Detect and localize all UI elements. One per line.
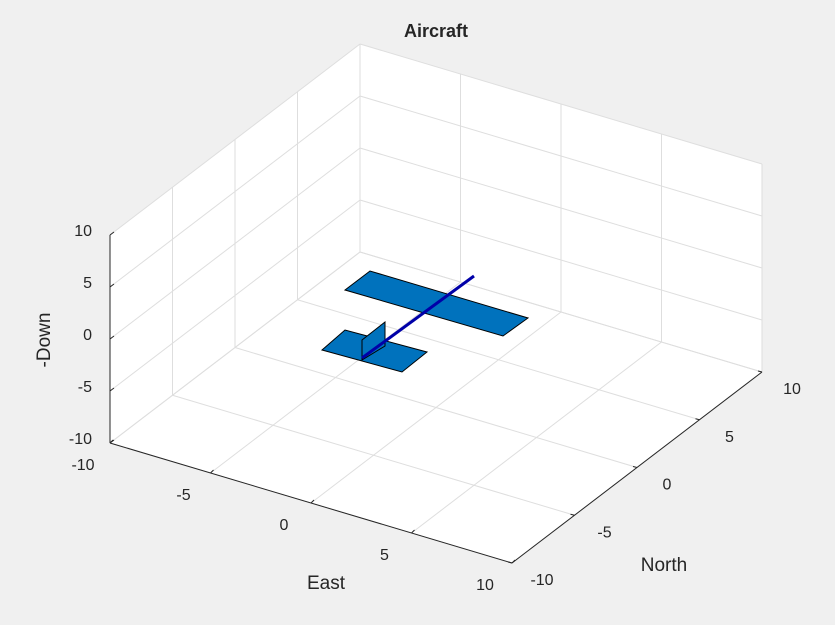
y-tick-label: -10 <box>530 572 553 589</box>
grid-line <box>109 199 361 392</box>
x-axis-label: East <box>307 573 346 594</box>
chart-title: Aircraft <box>404 21 468 41</box>
grid-line <box>234 347 638 468</box>
grid-line <box>359 251 763 373</box>
x-tick-label: 0 <box>280 517 289 534</box>
fuselage <box>361 274 475 360</box>
z-tick-label: -10 <box>69 431 92 448</box>
axes: -10 -5 0 5 10 -10 -5 0 5 10 -10 -5 0 5 10 <box>69 223 801 594</box>
y-tick <box>695 418 700 421</box>
z-tick <box>109 283 115 288</box>
z-tick <box>109 231 115 236</box>
x-tick-label: -5 <box>176 487 190 504</box>
z-tick-label: -5 <box>78 379 92 396</box>
z-tick-label: 5 <box>83 275 92 292</box>
z-tick-label: 0 <box>83 327 92 344</box>
aircraft <box>320 270 530 373</box>
y-tick-label: 10 <box>783 381 801 398</box>
y-tick <box>570 513 575 516</box>
y-tick-label: -5 <box>597 524 611 541</box>
tail-fin <box>361 320 386 361</box>
grid-line <box>109 251 361 444</box>
x-tick-label: 5 <box>380 547 389 564</box>
z-tick <box>109 387 115 392</box>
z-axis-label: -Down <box>34 313 55 368</box>
x-tick <box>310 499 315 504</box>
y-tick <box>757 370 763 373</box>
grid-line <box>109 43 361 236</box>
x-tick <box>210 469 214 474</box>
y-tick-label: 5 <box>725 429 734 446</box>
grid-line <box>109 147 361 340</box>
grid-line <box>297 299 700 421</box>
z-tick-label: 10 <box>74 223 92 240</box>
grid-line <box>172 394 575 516</box>
grid-line <box>359 43 763 165</box>
grid-line <box>359 147 763 269</box>
x-tick-label: 10 <box>476 577 494 594</box>
x-tick <box>511 559 516 564</box>
y-tick <box>632 466 638 468</box>
z-tick <box>109 439 115 444</box>
grid-line <box>359 199 763 321</box>
y-axis-label: North <box>641 555 687 576</box>
z-tick <box>109 335 115 340</box>
y-tick-label: 0 <box>663 477 672 494</box>
y-tick <box>507 561 513 564</box>
x-tick-label: -10 <box>71 457 94 474</box>
grid-line <box>109 95 361 288</box>
x-tick <box>411 529 415 534</box>
grid-line <box>359 95 763 217</box>
